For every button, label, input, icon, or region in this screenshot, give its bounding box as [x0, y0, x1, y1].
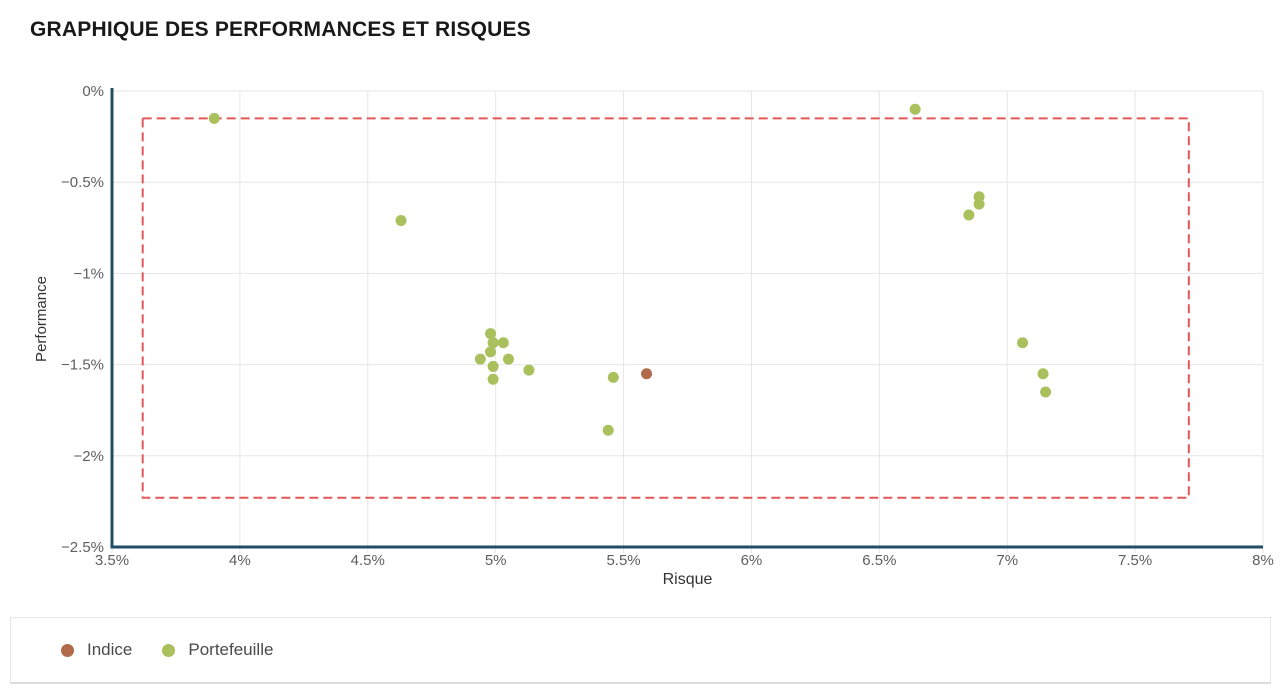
x-axis-title: Risque [663, 571, 713, 588]
data-point-portefeuille[interactable] [497, 337, 509, 349]
data-point-portefeuille[interactable] [1037, 368, 1049, 380]
x-tick-label: 6.5% [862, 552, 896, 569]
data-point-portefeuille[interactable] [487, 360, 499, 372]
y-axis-title: Performance [33, 276, 50, 362]
x-tick-label: 4% [229, 552, 251, 569]
y-tick-label: −1.5% [61, 357, 104, 374]
x-tick-label: 8% [1252, 552, 1274, 569]
y-tick-label: −1% [74, 265, 104, 282]
x-tick-label: 5.5% [606, 552, 640, 569]
data-point-portefeuille[interactable] [502, 353, 514, 365]
x-tick-label: 4.5% [351, 552, 385, 569]
data-point-portefeuille[interactable] [1017, 337, 1029, 349]
x-tick-label: 7% [996, 552, 1018, 569]
data-point-portefeuille[interactable] [487, 337, 499, 349]
indice-marker-icon [61, 643, 74, 657]
data-point-portefeuille[interactable] [487, 373, 499, 385]
data-point-portefeuille[interactable] [1040, 386, 1052, 398]
chart-title: GRAPHIQUE DES PERFORMANCES ET RISQUES [30, 18, 531, 41]
y-tick-label: −2.5% [61, 539, 104, 556]
data-point-portefeuille[interactable] [208, 112, 220, 124]
data-point-portefeuille[interactable] [602, 424, 614, 436]
y-tick-label: 0% [82, 83, 104, 100]
chart-legend: Indice Portefeuille [10, 617, 1271, 684]
y-tick-label: −0.5% [61, 174, 104, 191]
data-point-portefeuille[interactable] [474, 353, 486, 365]
x-tick-label: 7.5% [1118, 552, 1152, 569]
legend-item-label: Portefeuille [188, 640, 274, 659]
x-tick-label: 6% [741, 552, 763, 569]
data-point-portefeuille[interactable] [485, 346, 497, 358]
data-point-portefeuille[interactable] [973, 198, 985, 210]
bounds-box [141, 117, 1190, 499]
data-point-portefeuille[interactable] [909, 103, 921, 115]
performance-risk-scatter-chart: 3.5% 4% 4.5% 5% 5.5% 6% 6.5% 7% 7.5% 8% 0% −0.5% −1%… [33, 83, 1274, 588]
data-point-indice[interactable] [641, 368, 653, 380]
x-tick-label: 3.5% [95, 552, 129, 569]
legend-item-portefeuille[interactable]: Portefeuille [162, 640, 273, 660]
data-point-portefeuille[interactable] [395, 215, 407, 227]
x-tick-label: 5% [485, 552, 507, 569]
data-point-portefeuille[interactable] [963, 209, 975, 221]
legend-item-indice[interactable]: Indice [61, 640, 132, 660]
data-point-portefeuille[interactable] [523, 364, 535, 376]
legend-item-label: Indice [87, 640, 133, 659]
data-point-portefeuille[interactable] [607, 371, 619, 383]
data-point-portefeuille[interactable] [485, 328, 497, 340]
y-tick-label: −2% [74, 448, 104, 465]
portefeuille-marker-icon [162, 643, 176, 657]
